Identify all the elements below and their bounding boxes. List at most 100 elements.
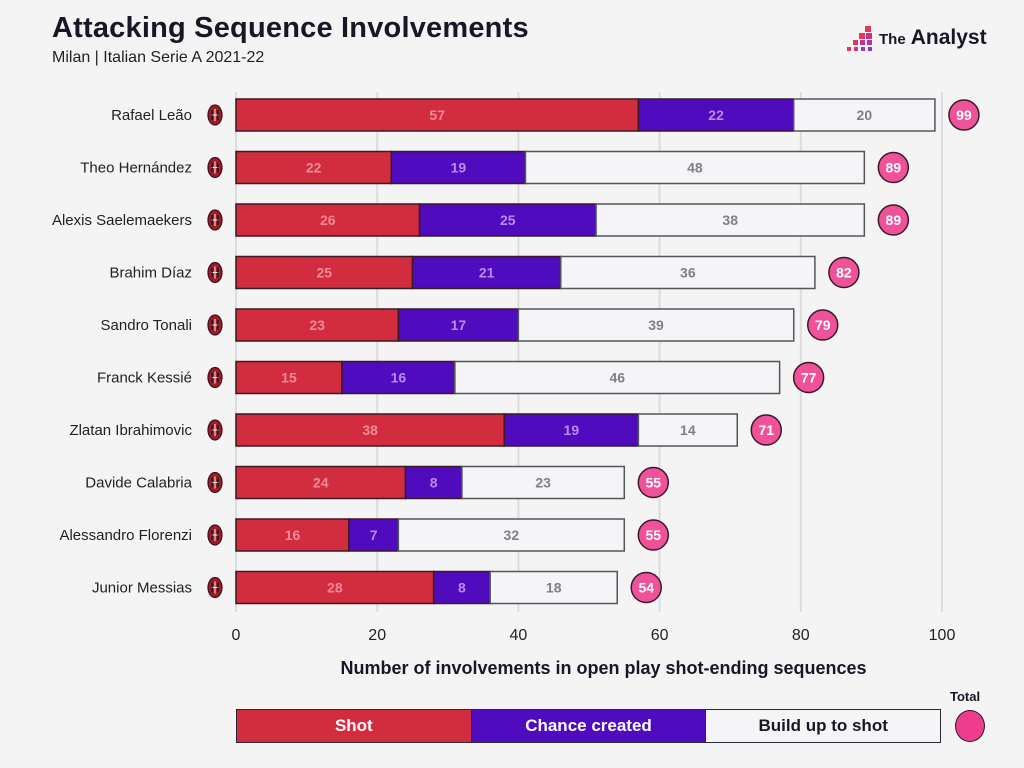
- bar-value-label: 14: [680, 422, 696, 438]
- x-tick-label: 40: [510, 627, 528, 644]
- player-name: Franck Kessié: [97, 370, 192, 387]
- legend: Shot Chance created Build up to shot: [236, 709, 941, 743]
- bar-segment-chance: [418, 203, 597, 237]
- bar-value-label: 19: [564, 422, 580, 438]
- total-badge: [877, 151, 910, 184]
- bar-value-label: 26: [320, 212, 336, 228]
- player-name: Rafael Leão: [111, 107, 192, 124]
- total-value-label: 71: [758, 422, 774, 438]
- player-name: Alessandro Florenzi: [59, 527, 192, 544]
- total-badge: [806, 309, 839, 341]
- player-name: Zlatan Ibrahimovic: [69, 422, 192, 439]
- bar-segment-build: [489, 570, 618, 605]
- bar-value-label: 16: [391, 370, 407, 386]
- bar-segment-shot: [235, 465, 407, 500]
- legend-shot: Shot: [237, 710, 471, 742]
- stacked-bar-chart: 0 20 40 60 80 100 Rafael Leão 57 22 20 99 Theo Hern…: [52, 92, 980, 644]
- x-tick-label: 0: [232, 627, 241, 644]
- bar-value-label: 48: [687, 160, 703, 176]
- bar-segment-chance: [390, 150, 527, 185]
- bar-value-label: 46: [609, 370, 625, 386]
- bar-segment-build: [397, 518, 626, 552]
- total-value-label: 82: [836, 265, 852, 281]
- the-analyst-logo: The Analyst: [845, 24, 1005, 58]
- bar-segment-build: [792, 98, 936, 132]
- total-value-label: 79: [815, 317, 831, 333]
- bar-value-label: 28: [327, 580, 343, 596]
- total-badge: [828, 256, 860, 289]
- bar-segment-build: [461, 465, 626, 500]
- bar-value-label: 16: [285, 527, 301, 543]
- bar-value-label: 23: [309, 317, 325, 333]
- total-value-label: 89: [886, 212, 902, 228]
- bar-value-label: 17: [451, 317, 467, 333]
- x-tick-label: 100: [929, 627, 956, 644]
- legend-total-dot: [955, 710, 985, 742]
- bar-segment-shot: [235, 308, 400, 342]
- chart-subtitle: Milan | Italian Serie A 2021-22: [52, 49, 265, 66]
- x-axis-label: Number of involvements in open play shot…: [340, 658, 867, 678]
- bar-value-label: 32: [504, 527, 520, 543]
- bar-value-label: 57: [429, 107, 445, 123]
- bar-segment-chance: [432, 570, 491, 605]
- total-badge: [750, 414, 783, 446]
- logo-prefix: The: [879, 31, 906, 48]
- bar-segment-chance: [348, 518, 400, 552]
- chart-title: Attacking Sequence Involvements: [52, 12, 529, 44]
- bar-segment-build: [454, 360, 781, 395]
- bar-segment-shot: [235, 255, 414, 290]
- bar-segment-build: [524, 150, 866, 185]
- bar-segment-chance: [637, 98, 795, 132]
- bar-segment-chance: [404, 465, 463, 500]
- total-badge: [637, 466, 670, 499]
- total-value-label: 55: [646, 475, 662, 491]
- player-name: Sandro Tonali: [101, 317, 192, 334]
- bar-value-label: 25: [316, 265, 332, 281]
- player-name: Brahim Díaz: [109, 265, 192, 282]
- bar-segment-chance: [503, 413, 640, 447]
- player-name: Davide Calabria: [85, 475, 192, 492]
- bar-value-label: 8: [430, 475, 438, 491]
- total-value-label: 89: [886, 160, 902, 176]
- x-tick-label: 60: [651, 627, 669, 644]
- bar-segment-shot: [235, 413, 506, 447]
- bar-value-label: 22: [306, 160, 322, 176]
- bar-value-label: 7: [370, 527, 378, 543]
- total-value-label: 77: [801, 370, 817, 386]
- bar-value-label: 22: [708, 107, 724, 123]
- bar-segment-chance: [411, 255, 562, 290]
- bar-segment-shot: [235, 570, 435, 605]
- bar-value-label: 23: [535, 475, 551, 491]
- bar-segment-build: [595, 203, 866, 237]
- bar-segment-build: [637, 413, 739, 447]
- bar-segment-shot: [235, 203, 421, 237]
- bar-value-label: 15: [281, 370, 297, 386]
- analyst-logo-icon: [847, 26, 872, 51]
- total-value-label: 55: [646, 527, 662, 543]
- bar-value-label: 38: [722, 212, 738, 228]
- bar-segment-shot: [235, 150, 393, 185]
- total-badge: [877, 204, 910, 236]
- total-value-label: 99: [956, 107, 972, 123]
- x-tick-label: 80: [792, 627, 810, 644]
- bar-value-label: 18: [546, 580, 562, 596]
- bar-value-label: 25: [500, 212, 516, 228]
- player-name: Theo Hernández: [80, 160, 192, 177]
- bar-value-label: 8: [458, 580, 466, 596]
- bar-value-label: 39: [648, 317, 664, 333]
- bar-value-label: 19: [451, 160, 467, 176]
- total-badge: [948, 99, 980, 131]
- legend-total-label: Total: [950, 689, 981, 704]
- bar-value-label: 24: [313, 475, 329, 491]
- bar-segment-build: [560, 255, 816, 290]
- player-name: Junior Messias: [92, 580, 192, 597]
- bar-value-label: 38: [362, 422, 378, 438]
- total-value-label: 54: [638, 580, 654, 596]
- legend-chance-created: Chance created: [470, 710, 706, 742]
- logo-name: Analyst: [910, 26, 987, 49]
- bar-value-label: 20: [857, 107, 873, 123]
- bar-segment-shot: [235, 360, 343, 395]
- bar-value-label: 21: [479, 265, 495, 281]
- bar-segment-shot: [235, 518, 350, 552]
- total-badge: [792, 361, 825, 394]
